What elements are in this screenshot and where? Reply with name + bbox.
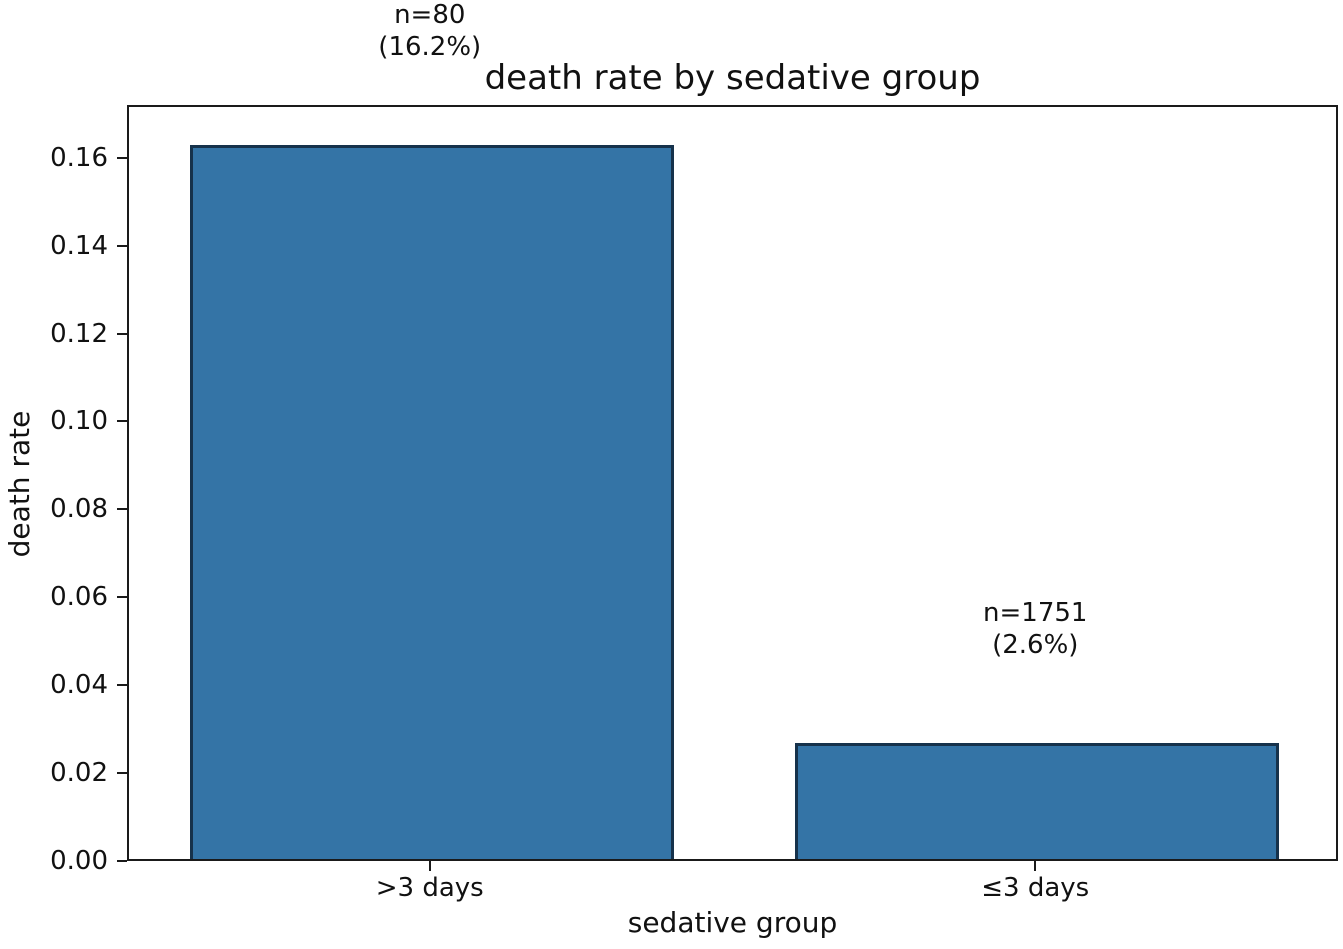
y-tick-label: 0.00 — [50, 846, 108, 876]
y-tick-label: 0.10 — [50, 406, 108, 437]
y-tick-mark — [117, 332, 127, 335]
y-tick-mark — [117, 772, 127, 775]
y-tick-label: 0.16 — [50, 142, 108, 173]
x-tick-mark — [1034, 861, 1037, 871]
y-tick-mark — [117, 508, 127, 511]
bar-annotation: n=1751 (2.6%) — [983, 597, 1088, 660]
bar-annotation: n=80 (16.2%) — [378, 0, 482, 62]
x-tick-label: >3 days — [375, 873, 484, 903]
y-tick-mark — [117, 420, 127, 423]
y-tick-label: 0.06 — [50, 582, 108, 613]
chart-title: death rate by sedative group — [484, 58, 981, 98]
y-tick-mark — [117, 684, 127, 687]
y-tick-label: 0.08 — [50, 494, 108, 525]
y-tick-mark — [117, 596, 127, 599]
plot-area — [127, 105, 1338, 861]
y-tick-label: 0.04 — [50, 670, 108, 701]
x-tick-mark — [428, 861, 431, 871]
y-tick-mark — [117, 156, 127, 159]
x-axis-label: sedative group — [627, 906, 838, 939]
y-tick-label: 0.02 — [50, 758, 108, 789]
x-tick-label: ≤3 days — [981, 873, 1090, 903]
y-tick-label: 0.14 — [50, 230, 108, 261]
y-tick-label: 0.12 — [50, 318, 108, 349]
bar — [189, 144, 674, 859]
bar — [795, 742, 1280, 859]
y-tick-mark — [117, 860, 127, 862]
y-tick-mark — [117, 244, 127, 247]
